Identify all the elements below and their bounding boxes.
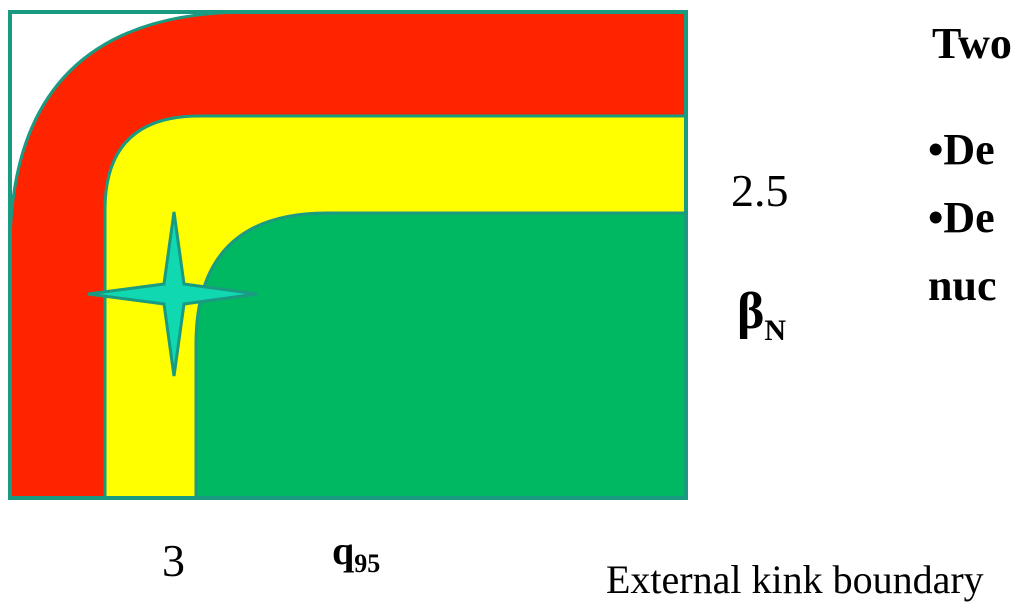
operating-point-star-icon (87, 211, 258, 377)
side-text-heading: Two (932, 19, 1012, 68)
beta-n-axis-label: βN (737, 286, 786, 346)
beta-value-label: 2.5 (731, 165, 789, 216)
side-text-continuation: nuc (928, 261, 997, 310)
diagram-caption: External kink boundary (606, 557, 984, 602)
q95-axis-label: q95 (332, 531, 380, 577)
side-text-bullet-2: •De (928, 193, 995, 242)
q-subscript: 95 (354, 549, 381, 578)
q95-value-label: 3 (162, 535, 185, 586)
green-region (194, 211, 688, 500)
side-text-bullet-1: •De (928, 125, 995, 174)
beta-subscript: N (764, 314, 787, 347)
q-symbol: q (332, 528, 355, 573)
beta-symbol: β (737, 283, 765, 340)
diagram-frame (8, 10, 688, 500)
